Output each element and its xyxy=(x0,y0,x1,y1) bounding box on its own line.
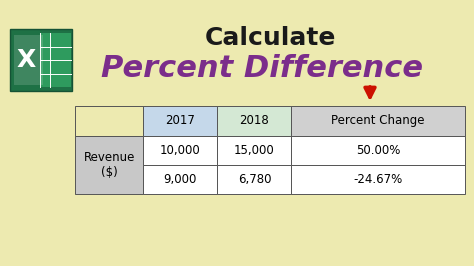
Bar xyxy=(218,136,292,165)
Text: 6,780: 6,780 xyxy=(237,173,271,186)
Bar xyxy=(218,106,292,136)
Text: X: X xyxy=(17,48,36,72)
Text: 15,000: 15,000 xyxy=(234,144,275,157)
Bar xyxy=(40,33,71,87)
Bar xyxy=(218,165,292,194)
Bar xyxy=(292,136,465,165)
Bar xyxy=(143,136,218,165)
Text: Percent Change: Percent Change xyxy=(331,114,425,127)
Bar xyxy=(143,165,218,194)
Bar xyxy=(14,35,43,85)
Text: Calculate: Calculate xyxy=(204,26,336,50)
Bar xyxy=(75,136,143,194)
Bar xyxy=(292,106,465,136)
Text: 2017: 2017 xyxy=(165,114,195,127)
Bar xyxy=(75,106,143,136)
Text: 9,000: 9,000 xyxy=(164,173,197,186)
Text: 10,000: 10,000 xyxy=(160,144,201,157)
Text: -24.67%: -24.67% xyxy=(354,173,403,186)
Text: Revenue
($): Revenue ($) xyxy=(83,151,135,179)
Bar xyxy=(292,165,465,194)
Bar xyxy=(143,106,218,136)
Text: 2018: 2018 xyxy=(239,114,269,127)
Text: Percent Difference: Percent Difference xyxy=(101,54,423,83)
Text: 50.00%: 50.00% xyxy=(356,144,401,157)
Bar xyxy=(10,29,72,91)
